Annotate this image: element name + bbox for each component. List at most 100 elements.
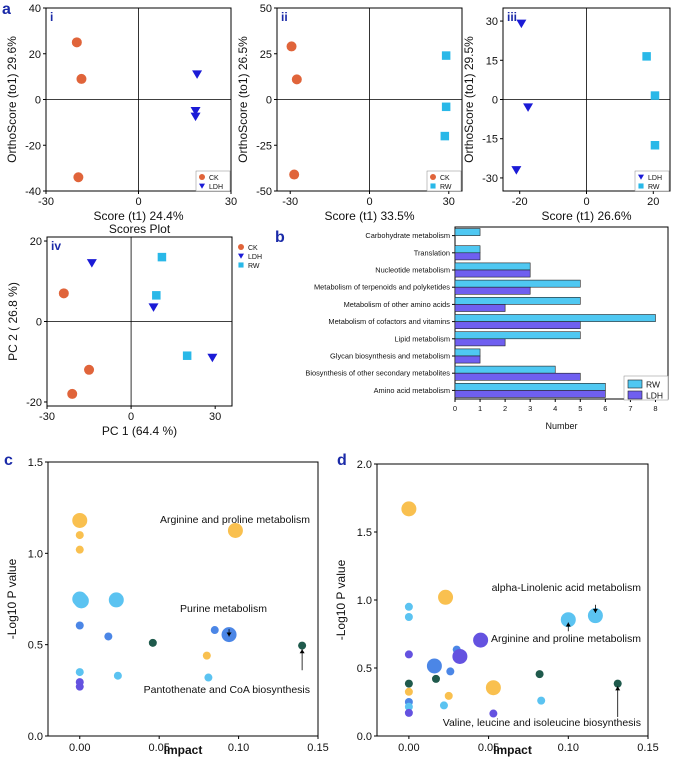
a-iii-xtick-label: -20 [512,196,528,208]
a-i-ck-point [73,172,84,183]
c-frame [47,461,319,737]
b-xtick-label: 7 [628,404,632,413]
a-ii-rw-point [440,131,450,141]
a-iv-xtick-label: 0 [128,411,134,423]
b-bar-rw [454,296,581,305]
a-i-xlabel: Score (t1) 24.4% [93,209,183,223]
b-bar-ldh [454,269,531,278]
b-legend-swatch-rw [627,379,643,389]
b-bar-rw [454,365,556,374]
b-category-label: Biosynthesis of other secondary metaboli… [305,369,450,378]
b-xtick-label: 2 [503,404,507,413]
a-i-sublabel: i [50,10,53,24]
d-bubble-lightblue [404,702,413,711]
b-bar-ldh [454,286,531,295]
c-bubble-orange [75,531,84,540]
c-bubble-orange [75,545,84,554]
b-bar-ldh [454,372,581,381]
d-bubble-lightblue [404,602,413,611]
a-iv-legend-rw: RW [248,263,260,270]
a-iii-ytick-label: 30 [486,16,498,28]
a-ii-sublabel: ii [281,10,288,24]
a-iv-rw-point [152,291,161,300]
d-bubble-purple [473,632,489,648]
c-ytick-label: 1.0 [28,548,43,560]
d-bubble-darkteal [613,679,622,688]
a-ii-xtick-label: 30 [443,196,455,208]
a-ii-legend-marker-ck [430,174,436,180]
b-category-label: Glycan biosynthesis and metabolism [330,352,450,361]
a-i-legend-ldh: LDH [209,184,223,191]
d-ytick-label: 0.0 [357,731,372,743]
a-i-ldh-point [190,106,201,116]
b-xtick-label: 0 [453,404,457,413]
a-iv-legend-marker-ldh [238,253,244,259]
a-iii-xlabel: Score (t1) 26.6% [541,209,631,223]
a-i-xtick-label: 30 [225,196,237,208]
a-iii-ytick-label: 0 [492,95,498,107]
b-bar-rw [454,279,581,288]
b-category-label: Translation [414,248,450,257]
c-xtick-label: 0.15 [307,742,328,754]
a-iv-legend-ck: CK [248,245,258,252]
a-iv-ytick-label: 0 [36,317,42,329]
d-annotation-arrowhead [565,622,571,627]
b-bar-ldh [454,338,506,347]
a-ii-ytick-label: 0 [266,95,272,107]
d-annotation-label: Valine, leucine and isoleucine biosynthe… [443,717,641,729]
d-ytick-label: 1.5 [357,527,372,539]
b-xtick-label: 8 [653,404,657,413]
d-bubble-darkteal [404,679,413,688]
c-bubble-midblue [75,621,84,630]
b-bar-rw [454,228,481,236]
a-iii-rw-point [650,141,660,150]
d-ytick-label: 2.0 [357,459,372,471]
a-iii-ytick-label: -15 [482,134,498,146]
a-i-legend-marker-ck [199,174,205,180]
a-iii-legend-marker-ldh [638,174,644,180]
b-xtick-label: 4 [553,404,557,413]
a-ii-legend-rw: RW [440,184,452,191]
b-bar-rw [454,314,656,322]
a-ii-ylabel: OrthoScore (to1) 26.5% [236,36,250,163]
d-bubble-midblue [426,658,442,674]
c-bubble-lightblue [113,671,122,680]
d-annotation-label: Arginine and proline metabolism [491,633,641,645]
a-iii-xtick-label: 20 [647,196,659,208]
d-frame [376,463,649,737]
d-ylabel: -Log10 P value [334,559,348,640]
b-bar-rw [454,348,481,357]
a-ii-legend-ck: CK [440,175,450,182]
c-annotation-label: Arginine and proline metabolism [160,514,310,526]
b-category-label: Amino acid metabolism [374,386,450,395]
d-bubble-orange [404,687,413,696]
a-i-ck-point [71,37,82,48]
a-iii-sublabel: iii [507,10,517,24]
c-xtick-label: 0.00 [69,742,90,754]
b-category-label: Nucleotide metabolism [375,266,450,275]
b-xtick-label: 3 [528,404,532,413]
a-iv-ldh-point [207,353,218,363]
b-bar-ldh [454,355,481,364]
a-ii-ck-point [291,74,302,85]
b-bar-rw [454,245,481,254]
a-i-ylabel: OrthoScore (to1) 29.6% [5,36,19,163]
a-iii-xtick-label: 0 [583,196,589,208]
a-iii-ytick-label: 15 [486,55,498,67]
b-category-label: Carbohydrate metabolism [365,231,450,240]
a-iv-xlabel: PC 1 (64.4 %) [102,424,177,438]
d-xtick-label: 0.10 [558,742,579,754]
a-iv-title: Scores Plot [109,222,171,236]
a-iii-rw-point [642,52,651,61]
d-bubble-darkteal [431,674,440,683]
a-iv-ylabel: PC 2 ( 26.8 %) [6,282,20,361]
a-iii-ldh-point [511,166,522,175]
a-i-ldh-point [190,112,201,122]
a-iv-ck-point [58,288,69,299]
a-iii-legend-ldh: LDH [648,175,662,182]
d-annotation-arrowhead [592,608,598,613]
a-i-legend-marker-ldh [199,183,205,189]
b-xtick-label: 1 [478,404,482,413]
b-bar-ldh [454,304,506,312]
panel-label-a: a [2,1,11,18]
